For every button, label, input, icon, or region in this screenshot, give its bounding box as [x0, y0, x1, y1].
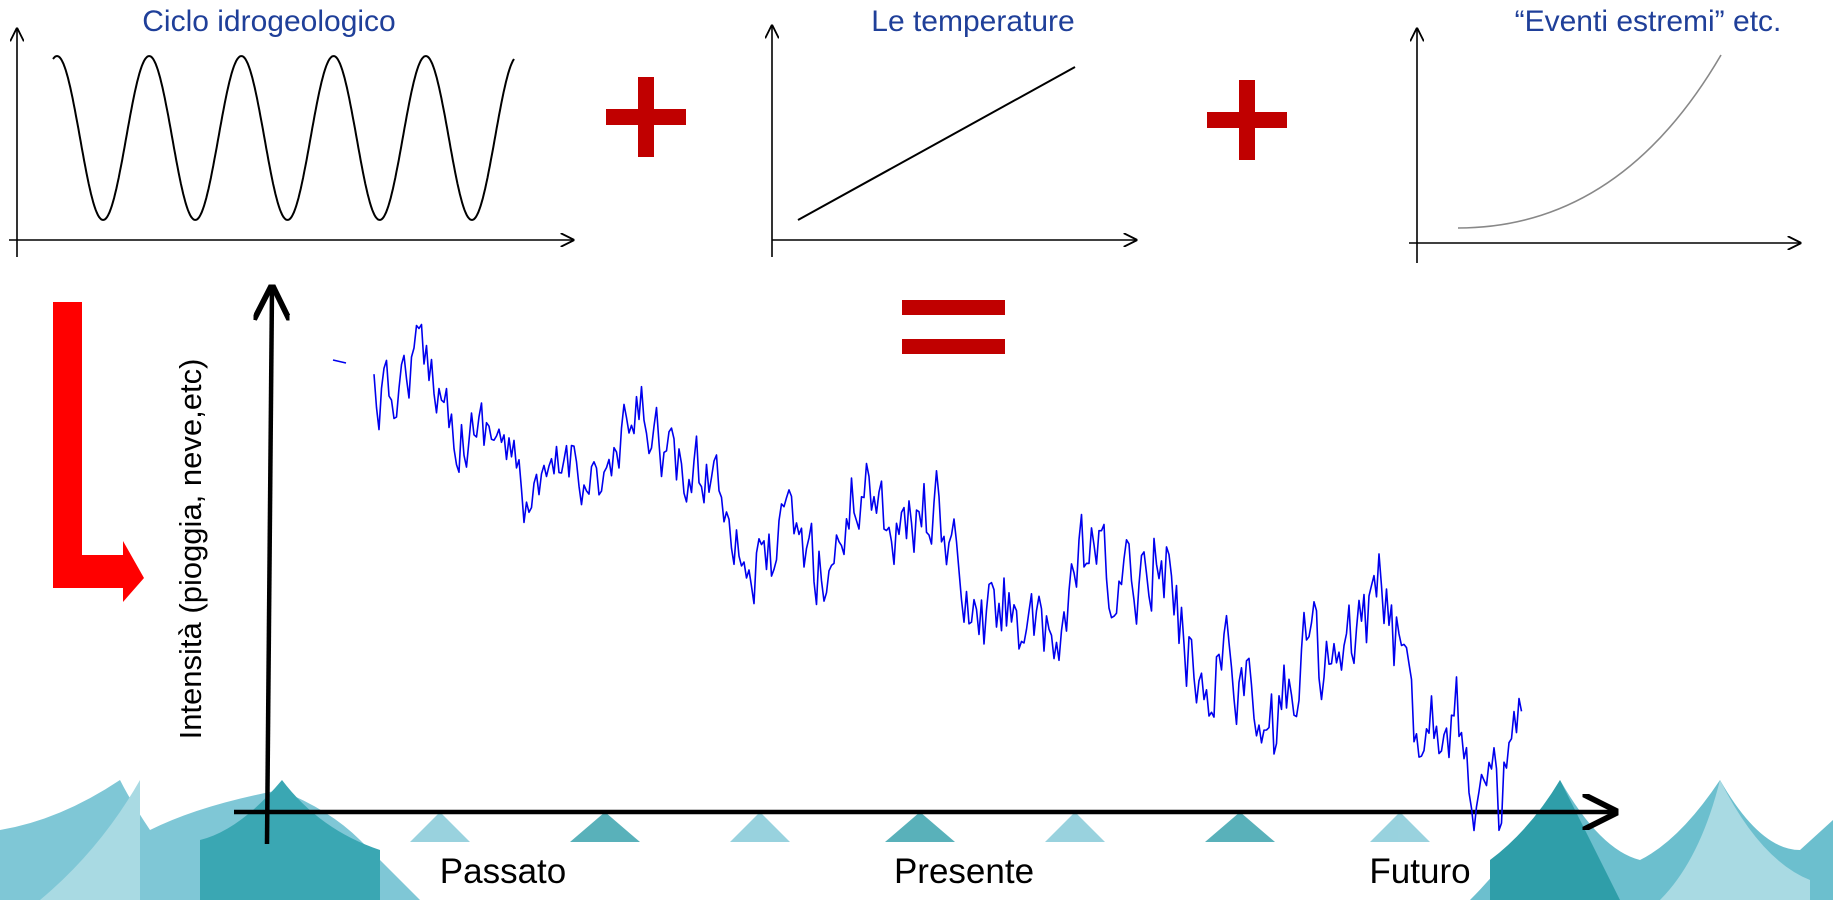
axis — [267, 288, 272, 845]
linear-curve — [797, 66, 1076, 221]
noise-curve — [373, 323, 1523, 832]
equals-sign — [902, 300, 1005, 354]
plus-sign — [1207, 80, 1287, 160]
noise-fragment — [332, 359, 347, 364]
panel-title: Ciclo idrogeologico — [142, 5, 395, 38]
y-label: Intensità (pioggia, neve,etc) — [173, 359, 208, 740]
sine-curve — [52, 55, 515, 221]
panel-title: “Eventi estremi” etc. — [1515, 5, 1782, 38]
result-arrow — [53, 302, 144, 602]
panel-title: Le temperature — [871, 5, 1074, 38]
x-label: Futuro — [1369, 852, 1470, 891]
plus-sign — [606, 77, 686, 157]
exp-curve — [1457, 54, 1722, 229]
x-label: Presente — [894, 852, 1034, 891]
x-label: Passato — [440, 852, 566, 891]
